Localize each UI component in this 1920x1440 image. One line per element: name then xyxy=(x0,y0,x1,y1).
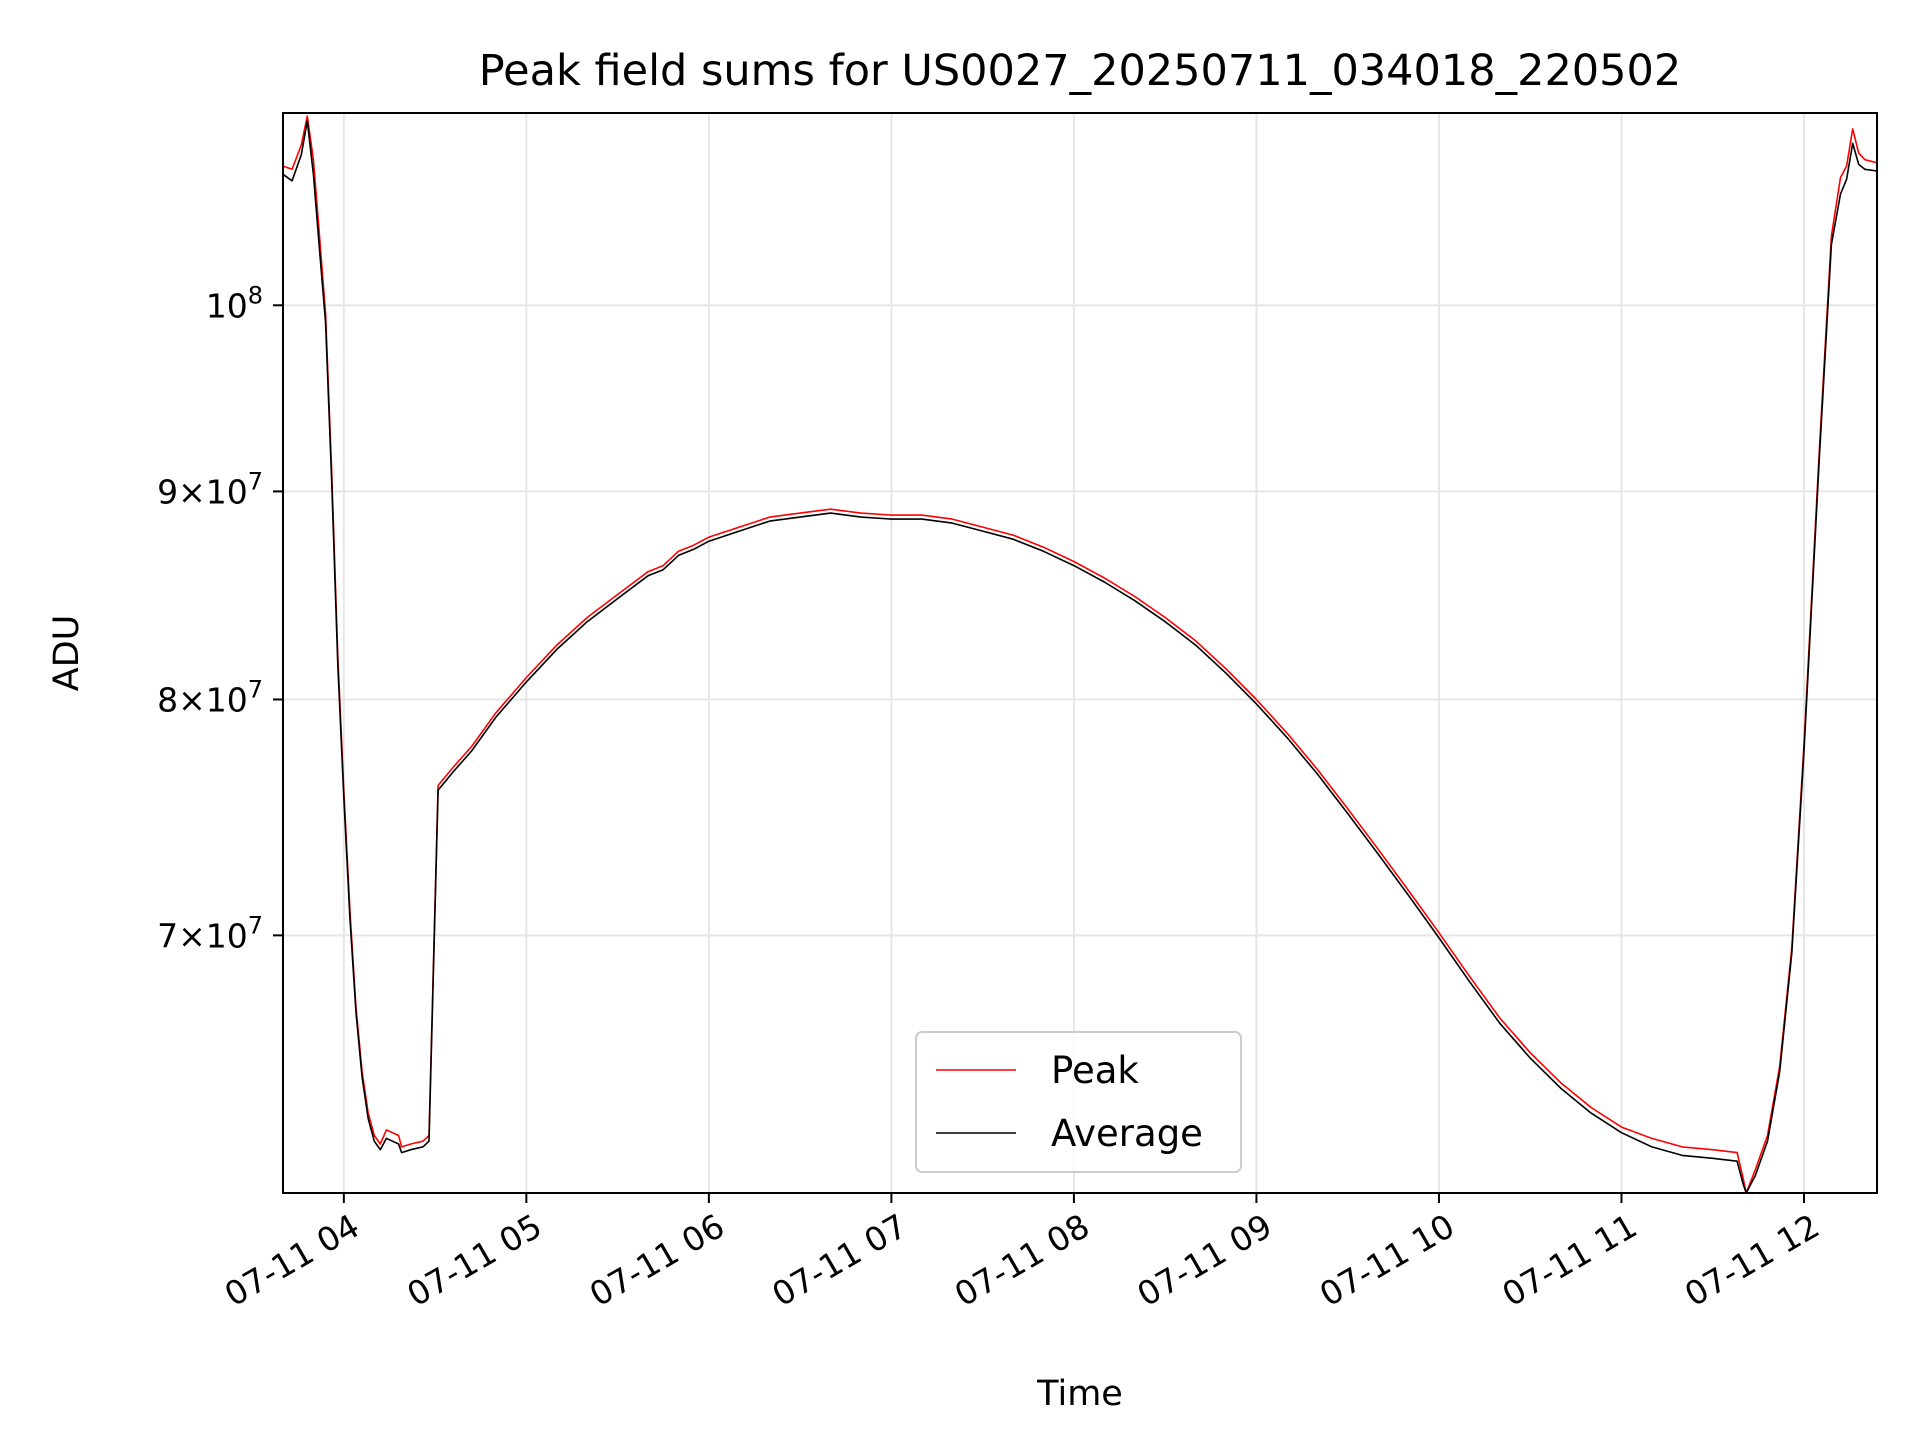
x-axis-label: Time xyxy=(1036,1374,1123,1414)
legend-label-peak: Peak xyxy=(1051,1049,1139,1092)
series-line-peak xyxy=(282,115,1878,1194)
y-tick-label: 8×107 xyxy=(157,675,263,719)
plot-frame xyxy=(282,112,1878,1194)
y-axis-label: ADU xyxy=(47,615,87,692)
series-group xyxy=(282,115,1878,1194)
grid xyxy=(283,113,1877,1193)
y-tick-label: 7×107 xyxy=(157,911,263,955)
legend-label-average: Average xyxy=(1051,1112,1203,1155)
chart-title: Peak field sums for US0027_20250711_0340… xyxy=(479,46,1682,96)
y-tick-label: 9×107 xyxy=(157,467,263,511)
legend: Peak Average xyxy=(915,1031,1242,1173)
series-line-average xyxy=(282,120,1878,1194)
legend-box xyxy=(915,1031,1242,1173)
